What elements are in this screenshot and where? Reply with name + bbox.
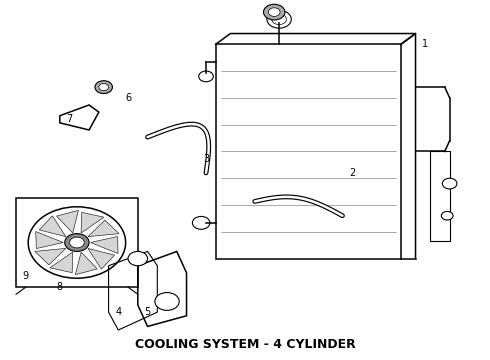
Text: 1: 1 xyxy=(422,39,428,49)
Polygon shape xyxy=(35,248,66,265)
Circle shape xyxy=(269,8,280,17)
Polygon shape xyxy=(88,220,119,237)
Text: 7: 7 xyxy=(67,114,73,124)
Circle shape xyxy=(264,4,285,20)
Text: COOLING SYSTEM - 4 CYLINDER: COOLING SYSTEM - 4 CYLINDER xyxy=(135,338,355,351)
Polygon shape xyxy=(81,212,104,233)
Circle shape xyxy=(442,178,457,189)
Circle shape xyxy=(155,293,179,310)
Text: 2: 2 xyxy=(349,168,355,178)
Text: 4: 4 xyxy=(115,307,122,317)
Circle shape xyxy=(128,251,147,266)
Circle shape xyxy=(65,234,89,251)
Polygon shape xyxy=(56,210,78,233)
Text: 5: 5 xyxy=(145,307,151,317)
Circle shape xyxy=(193,216,210,229)
Circle shape xyxy=(70,237,84,248)
Polygon shape xyxy=(88,248,115,269)
Text: 8: 8 xyxy=(57,282,63,292)
Circle shape xyxy=(99,84,109,91)
Circle shape xyxy=(199,71,213,82)
Circle shape xyxy=(441,211,453,220)
Text: 9: 9 xyxy=(23,271,29,282)
Polygon shape xyxy=(75,252,98,275)
Polygon shape xyxy=(39,216,66,237)
Polygon shape xyxy=(91,237,118,253)
Text: 6: 6 xyxy=(125,93,131,103)
Polygon shape xyxy=(36,231,63,248)
Circle shape xyxy=(95,81,113,94)
Text: 3: 3 xyxy=(203,154,209,163)
Polygon shape xyxy=(50,252,73,273)
